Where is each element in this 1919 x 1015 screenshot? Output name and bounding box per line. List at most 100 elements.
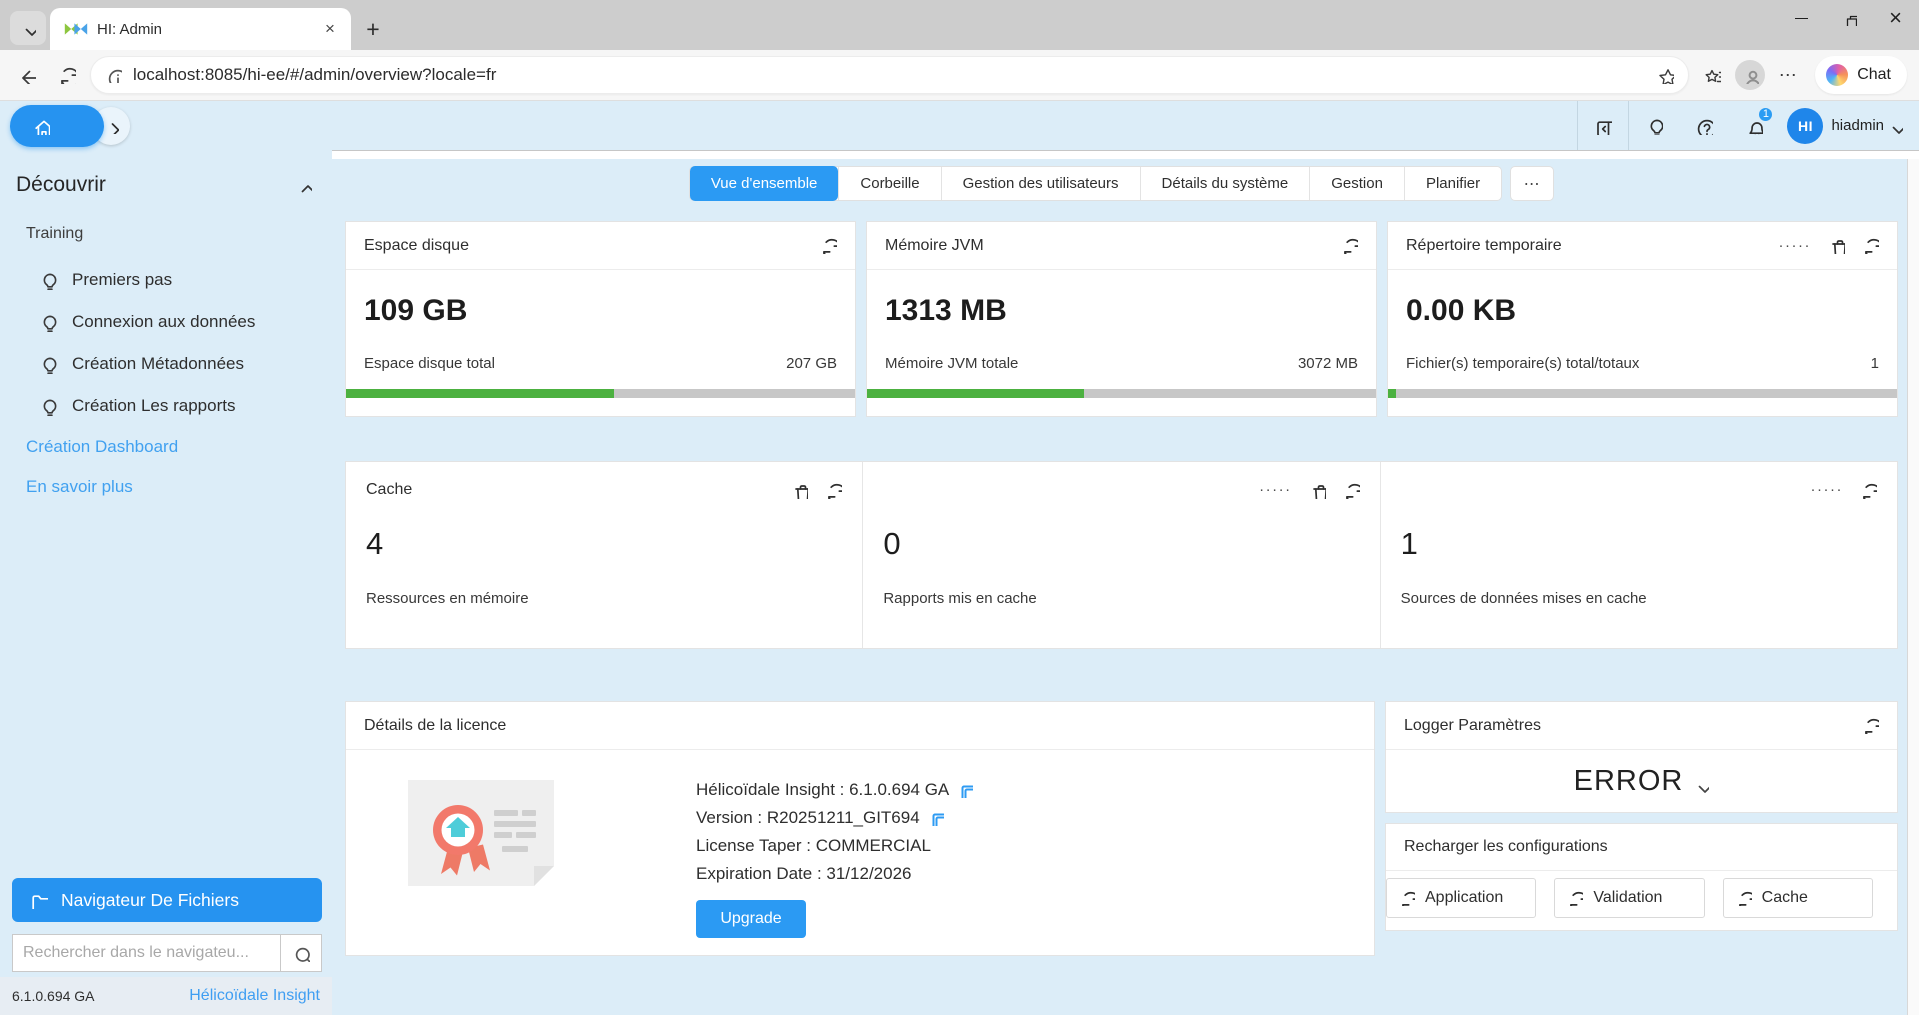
- notifications-button[interactable]: 1: [1729, 101, 1779, 151]
- tab-gestion-utilisateurs[interactable]: Gestion des utilisateurs: [940, 167, 1140, 200]
- sidebar-item-creation-rapports[interactable]: Création Les rapports: [0, 385, 332, 427]
- lightbulb-icon: [43, 399, 57, 416]
- refresh-icon[interactable]: [1860, 482, 1877, 499]
- tabs-more-button[interactable]: ⋯: [1510, 166, 1555, 201]
- sidebar-link-en-savoir-plus[interactable]: En savoir plus: [26, 477, 133, 496]
- help-button[interactable]: [1679, 101, 1729, 151]
- brand-link[interactable]: Hélicoïdale Insight: [189, 987, 320, 1004]
- reload-application-button[interactable]: Application: [1386, 878, 1537, 918]
- copilot-chat-button[interactable]: Chat: [1815, 56, 1907, 94]
- reload-validation-button[interactable]: Validation: [1554, 878, 1705, 918]
- browser-titlebar: HI: Admin × + ×: [0, 0, 1919, 50]
- refresh-icon: [1738, 891, 1752, 906]
- refresh-icon[interactable]: [1862, 717, 1879, 734]
- favorites-list-button[interactable]: [1695, 58, 1729, 92]
- tab-details-systeme[interactable]: Détails du système: [1139, 167, 1310, 200]
- sidebar-item-premiers-pas[interactable]: Premiers pas: [0, 259, 332, 301]
- temp-files-total: 1: [1870, 355, 1879, 372]
- tab-gestion[interactable]: Gestion: [1309, 167, 1404, 200]
- cached-datasources-value: 1: [1400, 526, 1418, 561]
- panel-toggle-button[interactable]: [1578, 101, 1628, 151]
- trash-icon[interactable]: [791, 482, 809, 499]
- reload-buttons: Application Validation Cache: [1386, 871, 1897, 918]
- discover-section-header[interactable]: Découvrir: [0, 173, 332, 197]
- trash-icon[interactable]: [1828, 237, 1845, 254]
- temp-directory-progressbar: [1388, 389, 1897, 398]
- file-browser-button[interactable]: Navigateur De Fichiers: [12, 878, 322, 922]
- window-restore-button[interactable]: [1825, 0, 1872, 36]
- sidebar-item-connexion-donnees[interactable]: Connexion aux données: [0, 301, 332, 343]
- new-tab-button[interactable]: +: [366, 15, 380, 42]
- url-text[interactable]: localhost:8085/hi-ee/#/admin/overview?lo…: [133, 65, 497, 84]
- sidebar-item-label: Connexion aux données: [72, 312, 256, 331]
- address-bar[interactable]: localhost:8085/hi-ee/#/admin/overview?lo…: [90, 56, 1690, 94]
- browser-profile-avatar[interactable]: [1735, 60, 1766, 90]
- reload-button[interactable]: [50, 58, 84, 92]
- logger-settings-card: Logger Paramètres ERROR: [1385, 701, 1898, 813]
- license-version-line: Version : R20251211_GIT694: [696, 808, 920, 827]
- refresh-icon[interactable]: [1862, 237, 1879, 254]
- lightbulb-icon: [43, 273, 57, 290]
- sidebar-item-label: Premiers pas: [72, 270, 173, 289]
- tab-close-icon[interactable]: ×: [325, 19, 335, 38]
- lightbulb-icon: [43, 315, 57, 332]
- file-browser-label: Navigateur De Fichiers: [61, 889, 239, 910]
- reload-button-label: Cache: [1761, 889, 1808, 906]
- tips-button[interactable]: [1629, 101, 1679, 151]
- site-info-icon[interactable]: [106, 67, 122, 83]
- reload-button-label: Validation: [1593, 889, 1663, 906]
- refresh-icon[interactable]: [820, 237, 837, 254]
- favorite-star-icon[interactable]: [1650, 60, 1680, 90]
- trash-icon[interactable]: [1309, 482, 1326, 499]
- browser-tab[interactable]: HI: Admin ×: [50, 8, 351, 50]
- refresh-icon: [1570, 891, 1584, 906]
- back-icon: [22, 70, 36, 84]
- chevron-right-icon: [111, 123, 119, 134]
- app-body: Découvrir Training Premiers pas Connexio…: [0, 151, 1919, 1015]
- header-divider: [1577, 101, 1579, 150]
- refresh-icon[interactable]: [825, 482, 843, 499]
- window-close-button[interactable]: ×: [1889, 5, 1902, 30]
- disk-space-progressbar: [346, 389, 855, 398]
- tab-corbeille[interactable]: Corbeille: [838, 167, 941, 200]
- user-avatar[interactable]: HI: [1787, 107, 1824, 144]
- copy-icon[interactable]: [928, 810, 944, 826]
- disk-space-value: 109 GB: [364, 294, 468, 327]
- sidebar-spacer: [0, 507, 332, 878]
- home-button[interactable]: [10, 105, 104, 147]
- cached-reports-label: Rapports mis en cache: [883, 590, 1037, 607]
- sidebar: Découvrir Training Premiers pas Connexio…: [0, 151, 332, 1015]
- cached-datasources-label: Sources de données mises en cache: [1400, 590, 1647, 607]
- refresh-icon[interactable]: [1343, 482, 1360, 499]
- upgrade-button[interactable]: Upgrade: [696, 900, 806, 938]
- browser-menu-button[interactable]: ⋯: [1778, 64, 1798, 85]
- app-header-right: 1 HI hiadmin: [332, 101, 1919, 151]
- user-menu-chevron-icon[interactable]: [1887, 118, 1903, 134]
- jvm-memory-value: 1313 MB: [885, 294, 1007, 327]
- window-minimize-button[interactable]: [1778, 0, 1825, 36]
- back-button[interactable]: [10, 58, 44, 92]
- search-button[interactable]: [280, 934, 322, 972]
- tab-vue-densemble[interactable]: Vue d'ensemble: [689, 166, 839, 201]
- card-title: Cache: [366, 481, 413, 498]
- scrollbar[interactable]: [1907, 159, 1919, 1015]
- copy-icon[interactable]: [957, 782, 974, 798]
- main-area: Vue d'ensemble Corbeille Gestion des uti…: [332, 151, 1919, 1015]
- sidebar-link-creation-dashboard[interactable]: Création Dashboard: [26, 437, 179, 456]
- tab-planifier[interactable]: Planifier: [1403, 167, 1502, 200]
- refresh-icon: [1402, 891, 1415, 906]
- user-name[interactable]: hiadmin: [1831, 117, 1884, 134]
- folder-icon: [32, 895, 48, 909]
- cache-card: Cache 4 Ressources en mémoire: [346, 462, 862, 648]
- tab-search-button[interactable]: [10, 11, 46, 45]
- help-icon: [1698, 119, 1714, 135]
- reload-cache-button[interactable]: Cache: [1722, 878, 1873, 918]
- license-type-line: License Taper : COMMERCIAL: [696, 836, 931, 855]
- collapse-chevron-up-icon[interactable]: [296, 177, 312, 193]
- license-product-line: Hélicoïdale Insight : 6.1.0.694 GA: [696, 780, 950, 799]
- search-input[interactable]: [12, 934, 280, 972]
- logger-level-dropdown[interactable]: ERROR: [1386, 750, 1897, 812]
- refresh-icon[interactable]: [1341, 237, 1358, 254]
- sidebar-item-creation-metadonnees[interactable]: Création Métadonnées: [0, 343, 332, 385]
